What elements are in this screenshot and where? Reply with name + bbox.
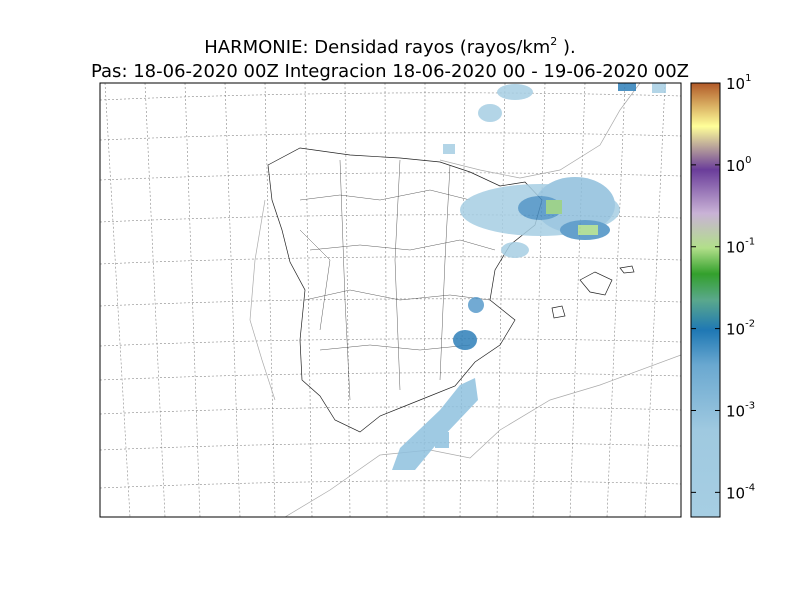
lightning-density xyxy=(392,83,666,470)
tick-exponent: 0 xyxy=(745,155,751,166)
iberia-coast xyxy=(267,147,543,433)
colorbar-tick-label: 10-4 xyxy=(726,482,755,502)
tick-exponent: -1 xyxy=(745,237,755,248)
tick-base: 10 xyxy=(726,157,745,175)
tick-exponent: -4 xyxy=(745,482,755,493)
tick-exponent: -3 xyxy=(745,400,755,411)
title: HARMONIE: Densidad rayos (rayos/km2 ). xyxy=(204,35,576,58)
colorbar-tick-label: 10-1 xyxy=(726,237,755,257)
map xyxy=(100,83,681,517)
colorbar-tick-label: 101 xyxy=(726,73,751,93)
title-text-end: ). xyxy=(557,37,575,58)
graticule xyxy=(100,83,681,517)
tick-base: 10 xyxy=(726,402,745,420)
tick-exponent: -2 xyxy=(745,319,755,330)
colorbar xyxy=(690,82,721,518)
tick-base: 10 xyxy=(726,239,745,257)
tick-base: 10 xyxy=(726,321,745,339)
title-text: HARMONIE: Densidad rayos (rayos/km xyxy=(204,37,550,58)
colorbar-tick-label: 10-2 xyxy=(726,319,755,339)
title-superscript: 2 xyxy=(550,35,557,48)
tick-base: 10 xyxy=(726,484,745,502)
map-frame xyxy=(99,82,682,518)
colorbar-tick-label: 10-3 xyxy=(726,400,755,420)
colorbar-tick-label: 100 xyxy=(726,155,751,175)
tick-exponent: 1 xyxy=(745,73,751,84)
subtitle: Pas: 18-06-2020 00Z Integracion 18-06-20… xyxy=(91,61,689,82)
tick-base: 10 xyxy=(726,75,745,93)
